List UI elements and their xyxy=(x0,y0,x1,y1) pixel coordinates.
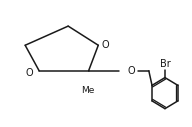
Text: O: O xyxy=(102,40,109,50)
Text: Br: Br xyxy=(160,59,170,69)
Text: O: O xyxy=(25,68,33,78)
Text: Me: Me xyxy=(81,86,94,95)
Text: O: O xyxy=(128,66,135,76)
